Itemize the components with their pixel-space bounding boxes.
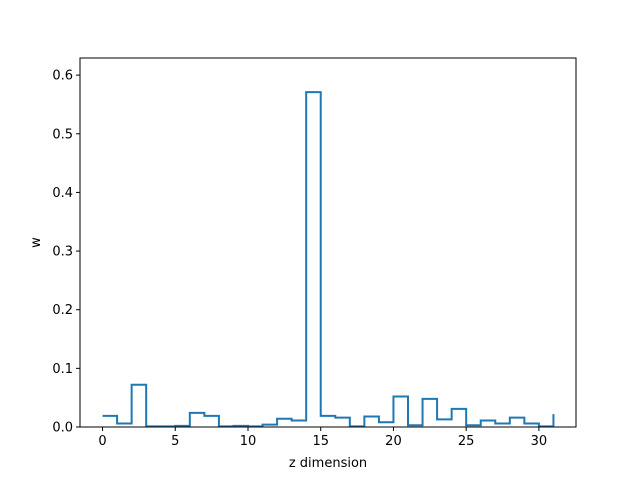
y-tick-label: 0.6	[52, 69, 73, 84]
series-w-step-line	[102, 91, 555, 428]
x-tick-label: 30	[531, 434, 548, 449]
y-tick-label: 0.4	[52, 186, 73, 201]
y-axis-label: w	[29, 237, 44, 248]
x-tick-label: 15	[312, 434, 329, 449]
x-tick-label: 10	[240, 434, 257, 449]
x-axis-label: z dimension	[289, 456, 367, 471]
axes-frame	[79, 57, 577, 428]
y-tick-label: 0.3	[52, 245, 73, 260]
y-tick-label: 0.5	[52, 127, 73, 142]
x-tick-label: 20	[385, 434, 402, 449]
x-tick-label: 25	[458, 434, 475, 449]
y-tick-label: 0.0	[52, 421, 73, 436]
y-tick-label: 0.1	[52, 362, 73, 377]
x-tick-label: 0	[98, 434, 106, 449]
x-tick-label: 5	[171, 434, 179, 449]
y-tick-label: 0.2	[52, 303, 73, 318]
plot-area: 0 5 10 15 20 25 30 0.0 0.1 0.2 0.3 0.4 0.5 0.6	[52, 57, 577, 449]
